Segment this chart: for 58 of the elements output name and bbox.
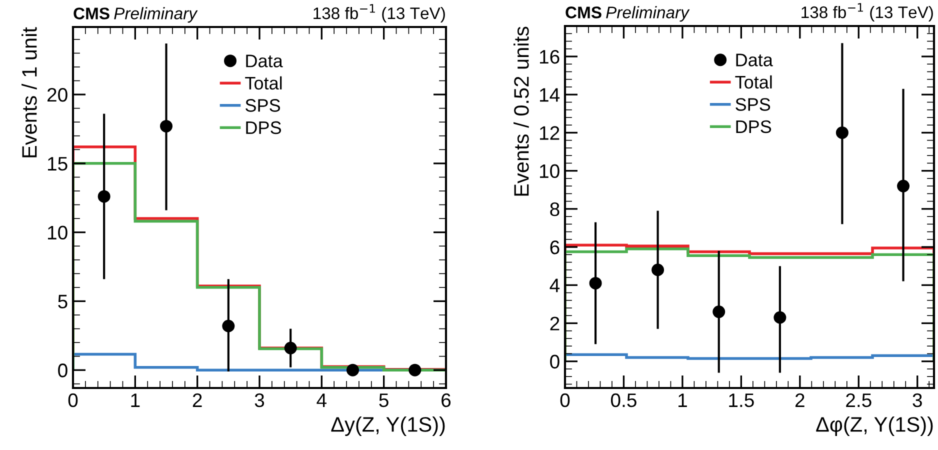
point — [160, 120, 172, 132]
point — [284, 342, 297, 354]
x-tick-label: 3 — [912, 393, 922, 408]
point — [652, 264, 664, 276]
x-axis-title: Δy(Z, Υ(1S)) — [331, 416, 445, 436]
y-tick-label: 8 — [550, 202, 560, 216]
y-axis-title: Events / 1 unit — [22, 27, 37, 158]
x-tick-label: 0 — [560, 393, 570, 408]
point — [222, 320, 235, 332]
y-tick-label: 16 — [540, 50, 560, 64]
legend-label: Total — [735, 75, 772, 89]
x-tick-label: 6 — [442, 393, 451, 408]
y-tick-label: 5 — [58, 294, 68, 308]
y-tick-label: 15 — [48, 157, 68, 171]
y-axis-title: Events / 0.52 units — [514, 26, 529, 196]
chart-subtitle: Preliminary — [114, 7, 198, 23]
point — [774, 311, 786, 324]
text: 138 fb$^{−1}$ (13 TeV) — [802, 3, 933, 22]
legend-label: Total — [245, 76, 282, 90]
x-tick-label: 0 — [68, 393, 78, 408]
chart-title: CMS — [566, 6, 602, 18]
y-tick-label: 6 — [550, 240, 560, 254]
text: 138 fb$^{−1}$ (13 TeV) — [314, 4, 445, 23]
legend-label: DPS — [736, 120, 772, 134]
x-axis-title: Δφ(Z, Υ(1S)) — [816, 416, 933, 436]
x-tick-label: 1.5 — [729, 394, 754, 408]
x-tick-label: 2.5 — [846, 393, 872, 408]
x-tick-label: 2 — [192, 393, 202, 407]
y-tick-label: 20 — [47, 88, 68, 102]
y-tick-label: 10 — [540, 164, 560, 178]
legend-label: Data — [736, 54, 773, 66]
y-tick-label: 14 — [540, 88, 560, 102]
chart-subtitle: Preliminary — [606, 6, 690, 22]
x-tick-label: 5 — [379, 394, 388, 408]
legend-label: DPS — [246, 121, 282, 134]
legend-label: Data — [246, 54, 283, 68]
y-tick-label: 2 — [550, 316, 560, 330]
x-tick-label: 3 — [254, 393, 264, 408]
legend-label: SPS — [246, 99, 280, 112]
point — [712, 306, 726, 318]
x-tick-label: 1 — [131, 394, 140, 407]
point — [408, 364, 422, 376]
point — [897, 180, 910, 192]
point — [836, 126, 848, 139]
chart-title: CMS — [74, 8, 110, 20]
x-tick-label: 4 — [316, 394, 327, 407]
y-tick-label: 0 — [58, 364, 68, 378]
point — [346, 364, 359, 376]
point — [589, 276, 602, 290]
x-tick-label: 0.5 — [610, 393, 636, 408]
point — [98, 190, 110, 203]
y-tick-label: 12 — [540, 126, 560, 140]
x-tick-label: 2 — [795, 393, 804, 407]
y-tick-label: 0 — [550, 354, 560, 369]
y-tick-label: 10 — [48, 226, 68, 240]
x-tick-label: 1 — [678, 394, 687, 407]
legend-label: SPS — [736, 98, 770, 111]
y-tick-label: 4 — [550, 278, 560, 292]
